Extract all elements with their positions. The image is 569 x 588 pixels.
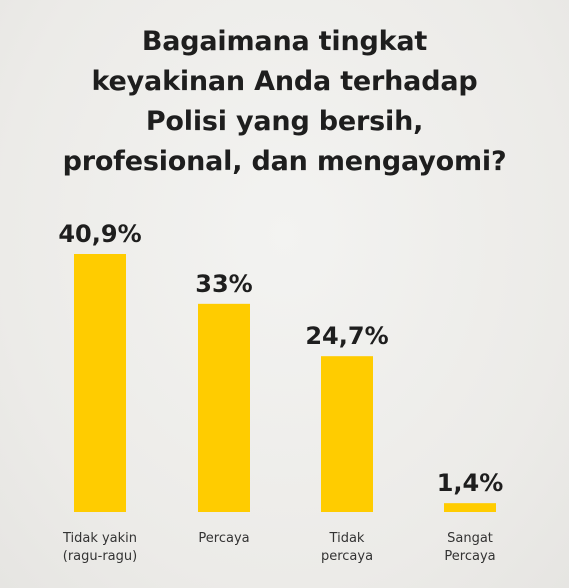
value-label-3: 24,7% [305,322,388,350]
title-line-1: Bagaimana tingkat [141,26,428,57]
title-line-2: keyakinan Anda terhadap [91,66,478,97]
category-label-2-line-1: Percaya [198,531,249,546]
value-label-2: 33% [195,270,252,298]
category-label-3-line-2: percaya [321,549,373,564]
value-label-1: 40,9% [58,220,141,248]
category-label-4-line-1: Sangat [447,531,493,546]
title-line-3: Polisi yang bersih, [145,106,424,137]
bar-2 [198,303,250,512]
bar-3 [321,356,373,512]
chart-title: Bagaimana tingkat keyakinan Anda terhada… [0,22,569,182]
value-label-4: 1,4% [437,469,504,497]
title-line-4: profesional, dan mengayomi? [62,146,507,177]
category-label-4-line-2: Percaya [444,549,495,564]
category-label-1-line-1: Tidak yakin [62,531,137,546]
category-label-1-line-2: (ragu-ragu) [63,549,137,564]
bar-1 [74,254,126,512]
category-label-3-line-1: Tidak [329,531,365,546]
bar-4 [444,503,496,512]
